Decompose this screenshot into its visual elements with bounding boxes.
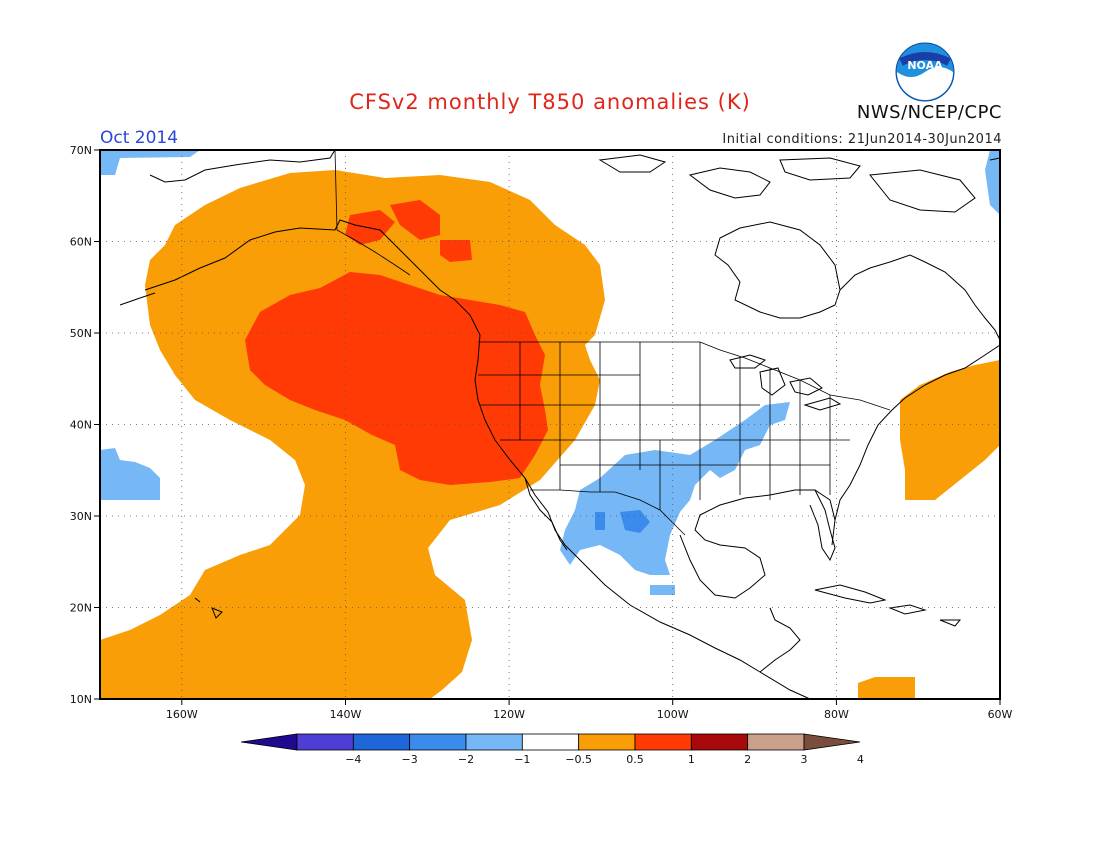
- colorbar-label: 2: [744, 753, 751, 766]
- lon-label: 100W: [657, 708, 689, 721]
- colorbar-swatch: [409, 733, 467, 751]
- agency-label: NWS/NCEP/CPC: [856, 102, 1002, 123]
- lon-label: 120W: [493, 708, 525, 721]
- initial-conditions: Initial conditions: 21Jun2014-30Jun2014: [722, 132, 1002, 147]
- lon-label: 80W: [824, 708, 849, 721]
- colorbar-swatch: [634, 733, 692, 751]
- svg-text:NOAA: NOAA: [907, 59, 943, 72]
- colorbar-low-arrow: [240, 733, 298, 751]
- lon-label: 60W: [988, 708, 1013, 721]
- colorbar-label: 1: [688, 753, 695, 766]
- colorbar-label: 3: [801, 753, 808, 766]
- lat-label: 30N: [70, 510, 92, 523]
- lat-label: 70N: [70, 144, 92, 157]
- colorbar-swatch: [296, 733, 354, 751]
- colorbar-swatch: [747, 733, 805, 751]
- noaa-logo: NOAA: [895, 42, 955, 102]
- colorbar-label: −1: [514, 753, 530, 766]
- lat-label: 60N: [70, 236, 92, 249]
- graticule: [100, 150, 1000, 699]
- political-borders: [334, 150, 891, 536]
- lat-label: 40N: [70, 419, 92, 432]
- colorbar-swatch: [352, 733, 411, 751]
- cool-anomaly-region: [100, 150, 1000, 595]
- lon-label: 160W: [166, 708, 198, 721]
- axis-ticks: [94, 149, 1001, 705]
- cool-core-region: [595, 510, 650, 533]
- lat-label: 10N: [70, 693, 92, 706]
- map-title: CFSv2 monthly T850 anomalies (K): [349, 90, 751, 114]
- colorbar-high-arrow: [803, 733, 861, 751]
- lat-label: 20N: [70, 602, 92, 615]
- warm-anomaly-region: [100, 170, 1000, 699]
- colorbar-label: −4: [345, 753, 361, 766]
- coastlines: [119, 150, 1000, 699]
- colorbar-swatch: [465, 733, 523, 751]
- colorbar-label: −0.5: [565, 753, 592, 766]
- lon-label: 140W: [330, 708, 362, 721]
- colorbar-swatch: [690, 733, 749, 751]
- colorbar-label: −2: [458, 753, 474, 766]
- colorbar-label: 0.5: [626, 753, 644, 766]
- colorbar-swatch: [578, 733, 636, 751]
- lat-label: 50N: [70, 327, 92, 340]
- colorbar: −4 −3 −2 −1 −0.5 0.5 1 2 3 4: [240, 733, 864, 766]
- colorbar-label: −3: [402, 753, 418, 766]
- forecast-period: Oct 2014: [100, 128, 179, 148]
- colorbar-label: 4: [857, 753, 864, 766]
- colorbar-swatch: [521, 733, 580, 751]
